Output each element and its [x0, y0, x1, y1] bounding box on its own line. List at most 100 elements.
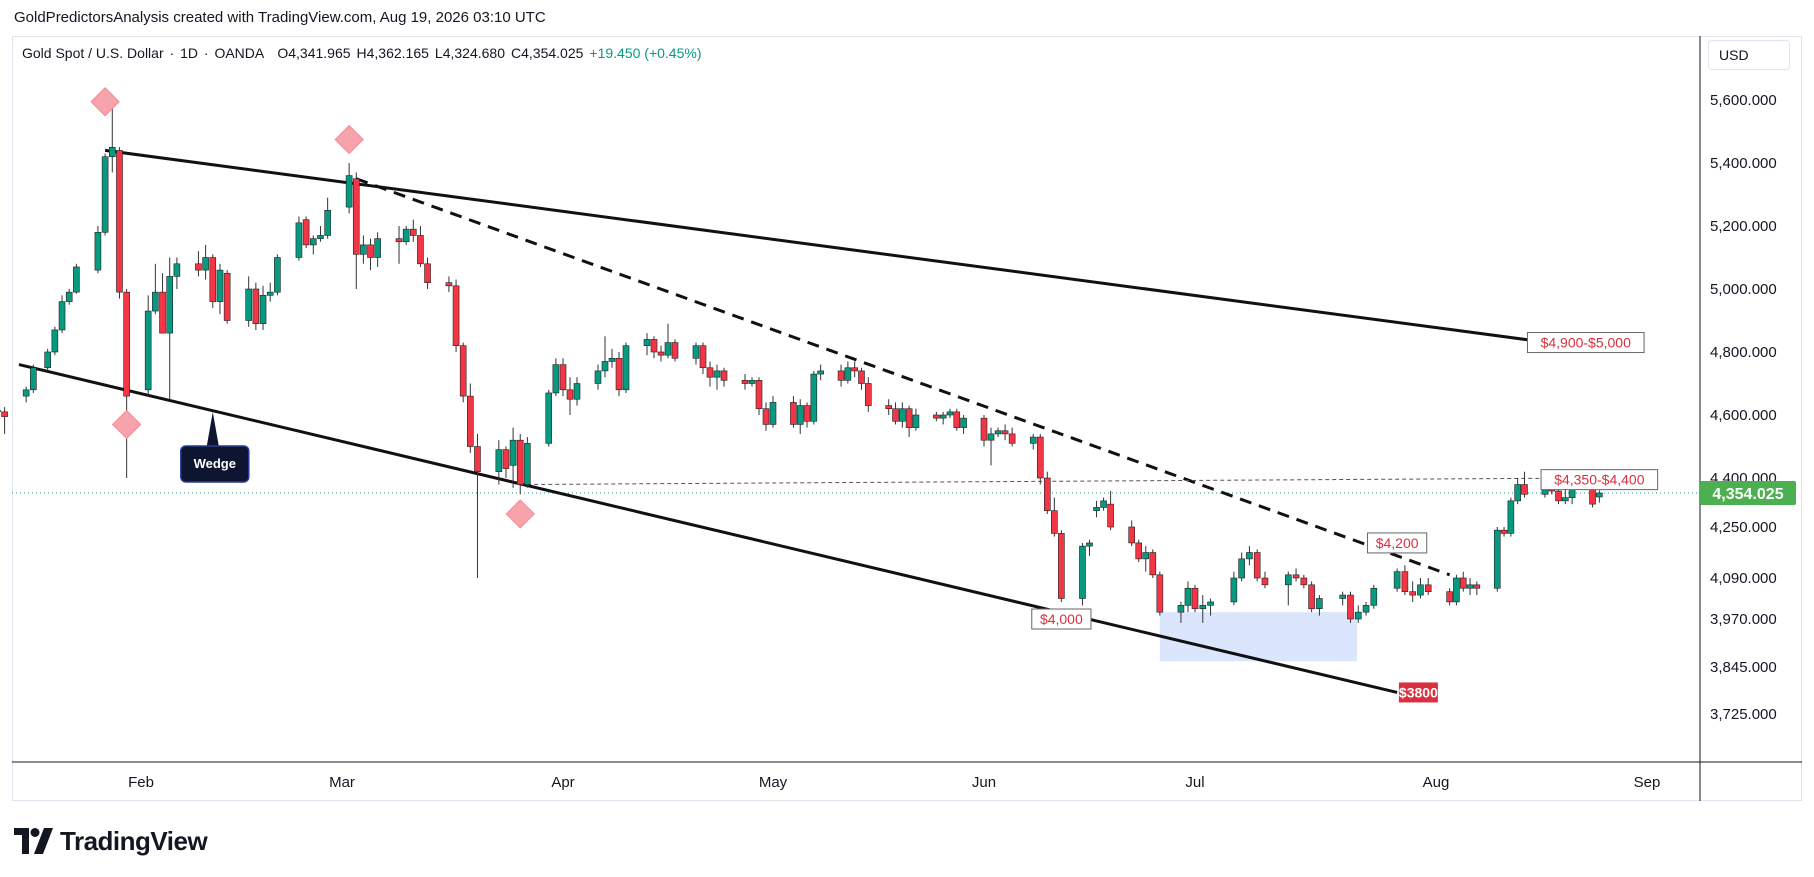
candle[interactable] — [1362, 601, 1370, 616]
candle[interactable] — [748, 377, 756, 387]
candle[interactable] — [622, 342, 630, 393]
candle[interactable] — [769, 396, 777, 428]
candle[interactable] — [116, 147, 123, 299]
candle[interactable] — [1493, 527, 1501, 592]
candle[interactable] — [1058, 530, 1065, 602]
candle[interactable] — [1339, 591, 1347, 606]
candle[interactable] — [573, 377, 581, 406]
candle[interactable] — [395, 226, 403, 264]
candle[interactable] — [252, 282, 260, 330]
candle[interactable] — [495, 440, 503, 485]
candle[interactable] — [1, 407, 8, 434]
candle[interactable] — [1507, 497, 1515, 537]
candle[interactable] — [324, 197, 331, 239]
candle[interactable] — [1347, 591, 1354, 623]
candle[interactable] — [51, 326, 59, 356]
candle[interactable] — [159, 273, 166, 334]
candle[interactable] — [1417, 578, 1424, 599]
candle[interactable] — [1500, 527, 1508, 537]
candle[interactable] — [1086, 539, 1093, 556]
candle[interactable] — [424, 257, 431, 290]
candle[interactable] — [345, 163, 353, 214]
candle[interactable] — [946, 408, 954, 419]
annotation-label[interactable]: $4,000 — [1031, 608, 1092, 630]
candle[interactable] — [202, 244, 209, 280]
candle[interactable] — [1093, 500, 1100, 518]
candle[interactable] — [762, 402, 770, 431]
annotation-label[interactable]: $4,900-$5,000 — [1526, 332, 1645, 354]
candle[interactable] — [650, 336, 658, 359]
currency-selector[interactable]: USD — [1708, 40, 1790, 70]
candle[interactable] — [594, 364, 602, 390]
symbol-legend[interactable]: Gold Spot / U.S. Dollar · 1D · OANDA O4,… — [22, 45, 708, 61]
candle[interactable] — [741, 374, 749, 390]
candle[interactable] — [22, 386, 30, 403]
candle[interactable] — [892, 402, 899, 425]
candle[interactable] — [720, 367, 728, 387]
candle[interactable] — [1453, 574, 1460, 606]
candle[interactable] — [1079, 542, 1086, 606]
support-zone[interactable] — [1159, 612, 1357, 662]
candle[interactable] — [844, 361, 852, 384]
candle[interactable] — [1446, 588, 1453, 606]
candle[interactable] — [94, 226, 102, 274]
candle[interactable] — [987, 427, 995, 466]
dashed-trendline[interactable] — [355, 177, 1451, 577]
annotation-label[interactable]: $4,200 — [1367, 532, 1428, 554]
candle[interactable] — [1107, 491, 1114, 531]
candle[interactable] — [1191, 584, 1199, 613]
candle[interactable] — [259, 285, 267, 330]
candle[interactable] — [1230, 571, 1238, 606]
candle[interactable] — [1001, 424, 1009, 441]
candle[interactable] — [1261, 571, 1269, 589]
pivot-marker-down[interactable] — [90, 87, 120, 117]
candle[interactable] — [144, 295, 152, 397]
pivot-marker-up[interactable] — [111, 409, 142, 440]
candle[interactable] — [933, 411, 940, 422]
candle[interactable] — [1459, 571, 1467, 592]
candle[interactable] — [309, 235, 317, 255]
upper-trendline[interactable] — [104, 148, 1573, 348]
candle[interactable] — [1308, 581, 1315, 613]
candle[interactable] — [524, 437, 531, 488]
candle[interactable] — [960, 415, 967, 434]
candle[interactable] — [317, 226, 324, 242]
candle[interactable] — [671, 339, 679, 362]
candle[interactable] — [367, 238, 374, 271]
candle[interactable] — [1156, 571, 1164, 616]
candle[interactable] — [1514, 478, 1521, 505]
candle[interactable] — [509, 427, 517, 488]
candle[interactable] — [101, 153, 109, 236]
candle[interactable] — [1424, 578, 1432, 596]
candle[interactable] — [1596, 490, 1603, 503]
candle[interactable] — [295, 216, 303, 261]
candle[interactable] — [1135, 539, 1143, 563]
candle[interactable] — [851, 361, 858, 378]
candle[interactable] — [699, 342, 707, 375]
candle[interactable] — [803, 402, 811, 428]
candle[interactable] — [502, 446, 510, 479]
candle[interactable] — [374, 232, 381, 267]
candle[interactable] — [810, 370, 818, 425]
candle[interactable] — [173, 257, 181, 290]
candle[interactable] — [209, 254, 217, 308]
pivot-marker-down[interactable] — [334, 124, 364, 155]
candle[interactable] — [274, 254, 281, 296]
current-price-tag[interactable]: 4,354.025 — [1700, 481, 1796, 506]
candle[interactable] — [796, 399, 804, 434]
candle[interactable] — [1401, 565, 1409, 596]
candle[interactable] — [1521, 471, 1528, 498]
candle[interactable] — [1051, 497, 1058, 537]
candle[interactable] — [905, 405, 913, 438]
candle[interactable] — [837, 364, 845, 387]
candle[interactable] — [1199, 595, 1207, 623]
candle[interactable] — [692, 342, 700, 365]
candle[interactable] — [1473, 581, 1481, 596]
candle[interactable] — [1466, 578, 1474, 596]
candle[interactable] — [953, 408, 961, 431]
candle[interactable] — [864, 377, 872, 412]
candle[interactable] — [402, 226, 410, 245]
candle[interactable] — [30, 364, 37, 393]
candle[interactable] — [1393, 568, 1401, 592]
candle[interactable] — [790, 396, 797, 428]
